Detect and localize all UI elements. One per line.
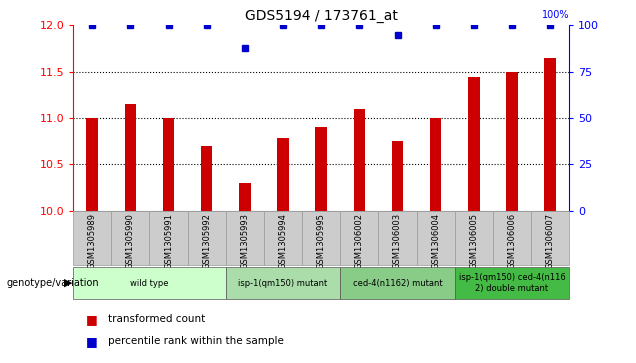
Bar [226,211,264,265]
Bar [111,211,149,265]
Bar [302,211,340,265]
Bar [226,267,340,299]
Text: GSM1306005: GSM1306005 [469,213,478,269]
Text: ■: ■ [86,335,97,348]
Bar [430,118,441,211]
Bar [493,211,531,265]
Bar [188,211,226,265]
Text: GSM1306007: GSM1306007 [546,213,555,269]
Text: GSM1305989: GSM1305989 [88,213,97,269]
Bar [455,267,569,299]
Text: GSM1305993: GSM1305993 [240,213,249,269]
Bar [340,211,378,265]
Bar [125,104,136,211]
Bar [149,211,188,265]
Text: GSM1305994: GSM1305994 [279,213,287,269]
Text: GSM1306006: GSM1306006 [508,213,516,269]
Bar [506,72,518,211]
Bar [201,146,212,211]
Text: ■: ■ [86,313,97,326]
Bar [378,211,417,265]
Bar [163,118,174,211]
Text: 100%: 100% [542,10,569,20]
Text: isp-1(qm150) mutant: isp-1(qm150) mutant [238,279,328,287]
Text: ▶: ▶ [64,278,73,288]
Text: wild type: wild type [130,279,169,287]
Text: ced-4(n1162) mutant: ced-4(n1162) mutant [353,279,442,287]
Text: transformed count: transformed count [108,314,205,325]
Text: isp-1(qm150) ced-4(n116
2) double mutant: isp-1(qm150) ced-4(n116 2) double mutant [459,273,565,293]
Bar [264,211,302,265]
Bar [315,127,327,211]
Bar [73,211,111,265]
Text: GSM1305991: GSM1305991 [164,213,173,269]
Text: genotype/variation: genotype/variation [6,278,99,288]
Text: GSM1305992: GSM1305992 [202,213,211,269]
Bar [73,267,226,299]
Text: GSM1305990: GSM1305990 [126,213,135,269]
Text: GSM1306004: GSM1306004 [431,213,440,269]
Bar [392,141,403,211]
Text: GSM1306003: GSM1306003 [393,213,402,269]
Bar [354,109,365,211]
Bar [531,211,569,265]
Bar [340,267,455,299]
Bar [86,118,98,211]
Bar [277,138,289,211]
Text: percentile rank within the sample: percentile rank within the sample [108,336,284,346]
Bar [239,183,251,211]
Text: GSM1305995: GSM1305995 [317,213,326,269]
Bar [468,77,480,211]
Bar [544,58,556,211]
Text: GSM1306002: GSM1306002 [355,213,364,269]
Bar [417,211,455,265]
Title: GDS5194 / 173761_at: GDS5194 / 173761_at [245,9,398,23]
Bar [455,211,493,265]
